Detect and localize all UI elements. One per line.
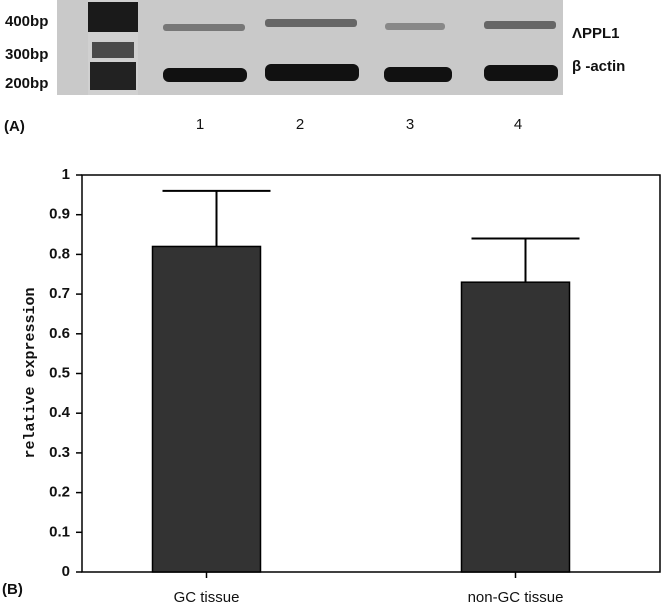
y-tick-label: 0.5 — [49, 364, 70, 381]
y-tick-label: 0.6 — [49, 325, 70, 342]
bar — [151, 245, 262, 573]
bar — [460, 281, 571, 573]
y-tick-label: 0.1 — [49, 523, 70, 540]
y-tick-label: 0.7 — [49, 285, 70, 302]
x-tick-label: non-GC tissue — [468, 589, 564, 606]
marker-label: 300bp — [5, 46, 48, 63]
y-tick-label: 1 — [62, 166, 70, 183]
marker-label: 400bp — [5, 13, 48, 30]
lane-label: 1 — [196, 116, 204, 133]
y-axis-label: relative expression — [22, 287, 39, 458]
y-tick-label: 0.2 — [49, 484, 70, 501]
lane-label: 4 — [514, 116, 522, 133]
y-tick-label: 0.9 — [49, 206, 70, 223]
panel-label: (A) — [4, 118, 25, 135]
x-tick-label: GC tissue — [174, 589, 240, 606]
error-bar — [162, 189, 271, 247]
panel-label: (B) — [2, 581, 23, 598]
lane-label: 3 — [406, 116, 414, 133]
band-label: β -actin — [572, 58, 625, 75]
marker-label: 200bp — [5, 75, 48, 92]
y-tick-label: 0.8 — [49, 245, 70, 262]
gel-image — [57, 0, 563, 95]
y-tick-label: 0.4 — [49, 404, 71, 421]
error-bar — [471, 237, 580, 283]
y-tick-label: 0 — [62, 563, 70, 580]
band-label: ΛPPL1 — [572, 25, 620, 42]
y-tick-label: 0.3 — [49, 444, 70, 461]
lane-label: 2 — [296, 116, 304, 133]
